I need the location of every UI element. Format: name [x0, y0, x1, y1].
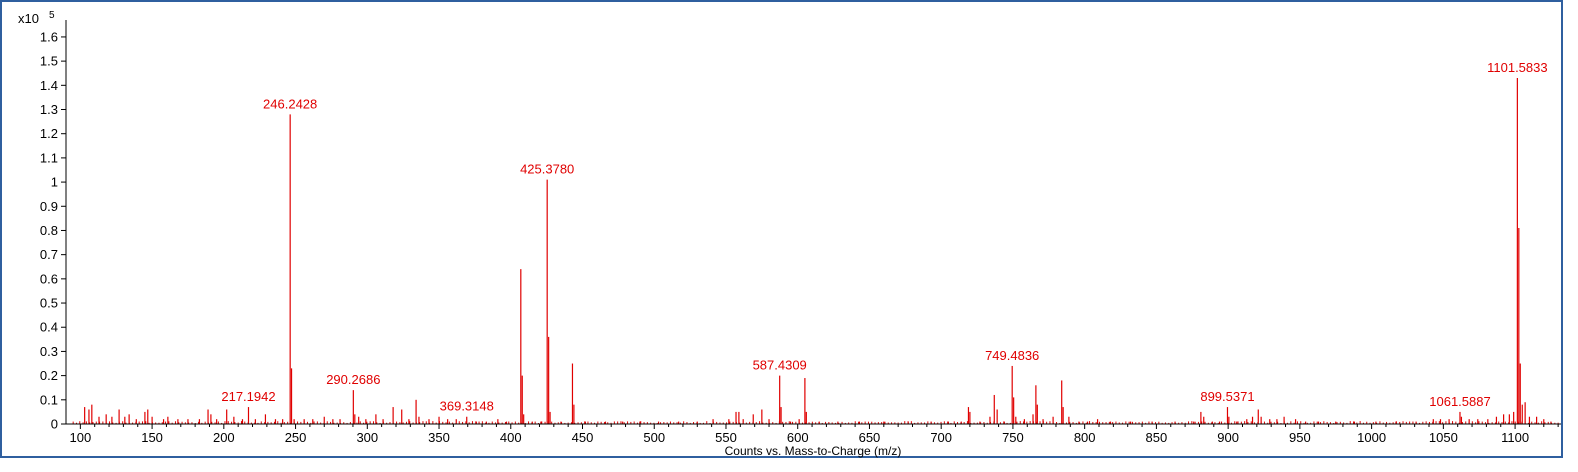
peak-annotation: 290.2686	[326, 372, 380, 387]
x-tick-label: 550	[715, 430, 737, 445]
x-tick-label: 250	[285, 430, 307, 445]
y-tick-label: 0.4	[40, 320, 58, 335]
x-tick-label: 500	[643, 430, 665, 445]
x-tick-label: 1000	[1357, 430, 1386, 445]
y-tick-label: 1	[51, 175, 58, 190]
x-tick-label: 400	[500, 430, 522, 445]
plot-frame	[0, 0, 1563, 458]
y-tick-label: 1.3	[40, 102, 58, 117]
y-tick-label: 0.6	[40, 271, 58, 286]
peak-annotation: 749.4836	[985, 348, 1039, 363]
x-tick-label: 600	[787, 430, 809, 445]
peak-annotation: 369.3148	[440, 399, 494, 414]
x-tick-label: 750	[1002, 430, 1024, 445]
x-tick-label: 450	[572, 430, 594, 445]
x-tick-label: 350	[428, 430, 450, 445]
peak-annotation: 1061.5887	[1429, 394, 1490, 409]
x-tick-label: 650	[859, 430, 881, 445]
x-tick-label: 800	[1074, 430, 1096, 445]
y-tick-label: 0.7	[40, 247, 58, 262]
x-tick-label: 200	[213, 430, 235, 445]
peak-annotation: 217.1942	[221, 389, 275, 404]
x-tick-label: 850	[1146, 430, 1168, 445]
y-tick-label: 1.6	[40, 29, 58, 44]
y-tick-label: 0.8	[40, 223, 58, 238]
x-tick-label: 300	[356, 430, 378, 445]
y-tick-label: 1.4	[40, 78, 58, 93]
y-tick-label: 0.9	[40, 199, 58, 214]
y-tick-label: 0.2	[40, 368, 58, 383]
y-tick-label: 0.3	[40, 344, 58, 359]
x-tick-label: 900	[1217, 430, 1239, 445]
peak-annotation: 425.3780	[520, 162, 574, 177]
y-tick-label: 0.1	[40, 392, 58, 407]
y-multiplier-exponent: 5	[49, 10, 55, 21]
peak-annotation: 899.5371	[1200, 389, 1254, 404]
x-tick-label: 1050	[1429, 430, 1458, 445]
peak-annotation: 246.2428	[263, 96, 317, 111]
peak-annotation: 587.4309	[753, 358, 807, 373]
y-tick-label: 0	[51, 417, 58, 432]
ticks-layer: 100 150 200 250 300 350 400 450 500 550 600 650 700 7…	[40, 29, 1559, 445]
x-axis-title: Counts vs. Mass-to-Charge (m/z)	[725, 444, 902, 458]
peak-annotation: 1101.5833	[1487, 60, 1548, 75]
x-tick-label: 700	[930, 430, 952, 445]
y-tick-label: 1.5	[40, 54, 58, 69]
x-tick-label: 1100	[1501, 430, 1529, 445]
x-tick-label: 150	[141, 430, 163, 445]
peak-labels-layer: 217.1942 246.2428 290.2686 369.3148 425.3780…	[221, 60, 1547, 414]
y-tick-label: 1.2	[40, 126, 58, 141]
peaks-layer	[72, 78, 1559, 424]
x-tick-label: 100	[69, 430, 91, 445]
x-tick-label: 950	[1289, 430, 1311, 445]
y-tick-label: 0.5	[40, 296, 58, 311]
y-tick-label: 1.1	[40, 150, 58, 165]
y-multiplier-label: x10	[18, 11, 39, 26]
